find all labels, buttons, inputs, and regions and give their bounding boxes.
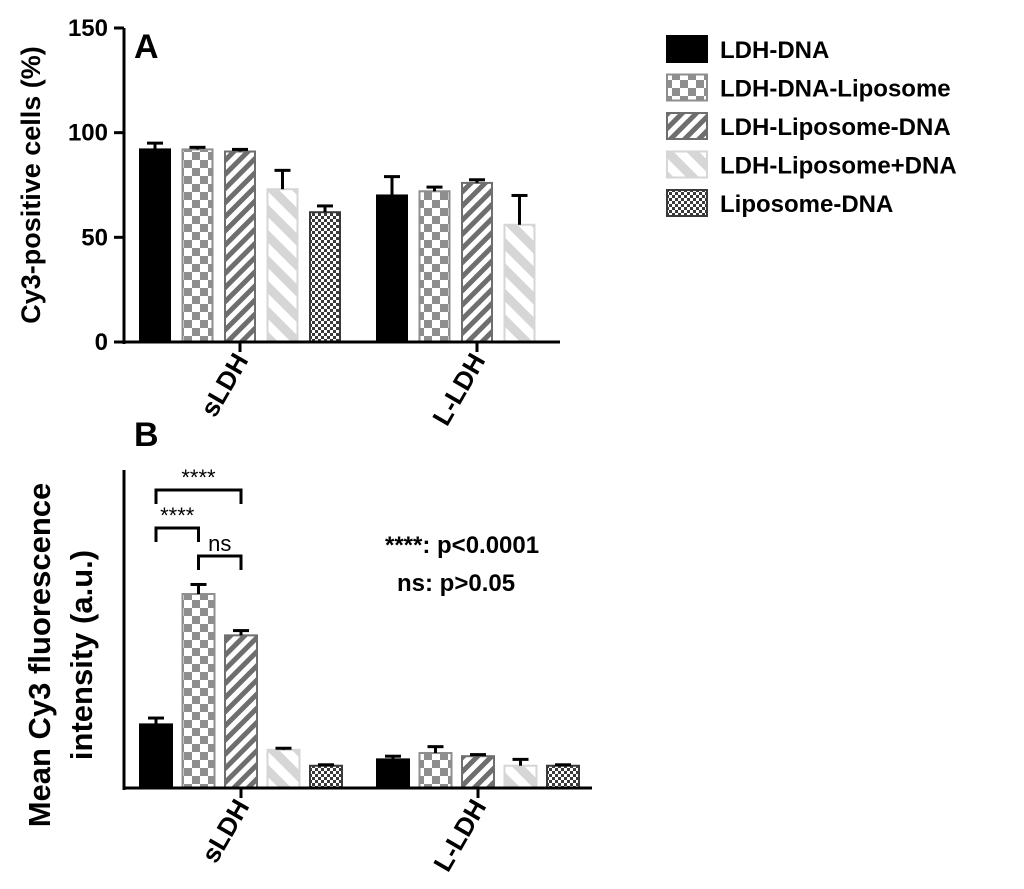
- significance-label-3: ns: [208, 531, 231, 556]
- bar-b-l-ldh-s2: [418, 752, 453, 790]
- panel-b-label: B: [134, 416, 159, 454]
- bar-b-sldh-s2: [181, 593, 216, 790]
- legend-label-1: LDH-DNA: [720, 37, 829, 64]
- bar-a-l-ldh-s2: [418, 190, 451, 343]
- x-category-label-b-l-ldh: L-LDH: [427, 794, 492, 877]
- bar-b-sldh-s4: [266, 748, 301, 790]
- legend: LDH-DNA LDH-DNA-Liposome LDH-Liposome-DNA L…: [666, 35, 957, 218]
- panel-a: A Cy3-positive cells (%) 0 50 100 150 sLDH L-…: [16, 15, 560, 431]
- panel-a-label: A: [134, 28, 159, 66]
- y-tick-label-a-150: 150: [68, 15, 108, 42]
- panel-b-y-axis-label-line2: intensity (a.u.): [64, 550, 99, 760]
- panel-b: B Mean Cy3 fluorescence intensity (a.u.)…: [22, 416, 592, 877]
- panel-a-y-axis-label: Cy3-positive cells (%): [16, 46, 46, 324]
- bar-b-l-ldh-s5: [546, 764, 580, 789]
- bar-a-l-ldh-s1: [376, 194, 408, 343]
- bar-a-l-ldh-s3: [461, 181, 493, 343]
- bar-b-sldh-s5: [309, 764, 343, 789]
- bar-b-l-ldh-s1: [376, 758, 410, 790]
- bar-a-sldh-s1: [139, 148, 171, 343]
- y-tick-label-a-100: 100: [68, 120, 108, 147]
- legend-label-5: Liposome-DNA: [720, 191, 893, 218]
- legend-label-3: LDH-Liposome-DNA: [720, 114, 951, 141]
- x-category-label-a-sldh: sLDH: [194, 348, 254, 422]
- annotation-pvalue-ns: ns: p>0.05: [397, 570, 515, 597]
- bar-b-sldh-s3: [224, 634, 258, 789]
- annotation-pvalue-stars: ****: p<0.0001: [385, 532, 539, 559]
- legend-label-4: LDH-Liposome+DNA: [720, 153, 957, 180]
- bar-b-l-ldh-s4: [503, 764, 538, 789]
- bar-a-sldh-s3: [224, 150, 256, 343]
- bar-a-l-ldh-s4: [503, 223, 536, 343]
- y-tick-label-a-0: 0: [95, 329, 108, 356]
- bar-a-sldh-s2: [181, 148, 214, 343]
- significance-label-2: ****: [160, 503, 195, 528]
- panel-b-y-axis-label-line1: Mean Cy3 fluorescence: [22, 483, 57, 828]
- x-category-label-a-l-ldh: L-LDH: [426, 348, 491, 431]
- significance-label-1: ****: [181, 465, 216, 490]
- bar-a-sldh-s4: [266, 188, 299, 343]
- legend-swatch-3: [666, 112, 708, 140]
- y-tick-label-a-50: 50: [81, 224, 108, 251]
- significance-bracket-2: [154, 526, 200, 542]
- bar-b-l-ldh-s3: [461, 755, 495, 790]
- bar-b-sldh-s1: [139, 723, 173, 790]
- bar-a-sldh-s5: [309, 211, 341, 343]
- legend-swatch-4: [666, 150, 708, 179]
- x-category-label-b-sldh: sLDH: [195, 794, 255, 868]
- legend-swatch-1: [666, 35, 708, 63]
- legend-swatch-2: [666, 73, 708, 102]
- legend-swatch-5: [666, 189, 708, 217]
- significance-bracket-3: [197, 554, 243, 570]
- legend-label-2: LDH-DNA-Liposome: [720, 76, 951, 103]
- significance-bracket-1: [154, 488, 243, 504]
